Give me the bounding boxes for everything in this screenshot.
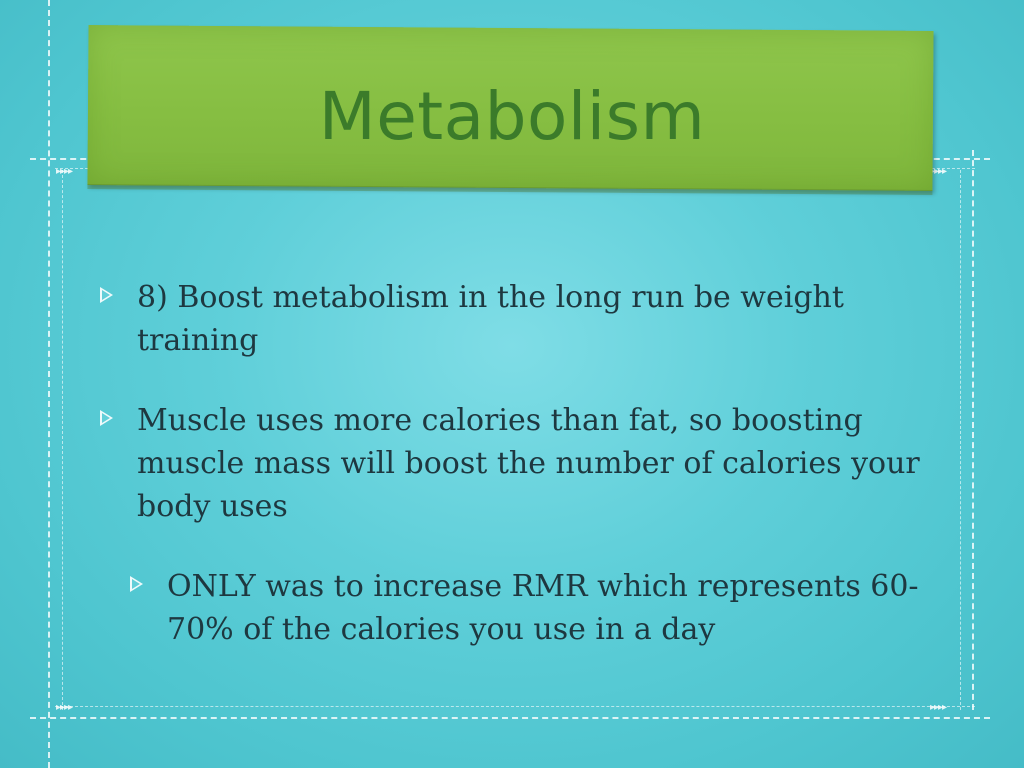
frame-arrows-bottom-left-icon: ▸▸▸▸ — [56, 702, 73, 713]
frame-stitch-left — [48, 0, 50, 768]
bullet-text: ONLY was to increase RMR which represent… — [167, 569, 919, 647]
sub-bullet-item: ONLY was to increase RMR which represent… — [130, 565, 920, 651]
frame-arrows-left-icon: ▸▸▸▸ — [56, 166, 73, 177]
bullet-text: 8) Boost metabolism in the long run be w… — [137, 280, 844, 358]
frame-arrows-bottom-right-icon: ▸▸▸▸ — [930, 702, 947, 713]
hollow-triangle-bullet-icon — [130, 576, 143, 592]
slide-title: Metabolism — [318, 78, 706, 155]
frame-stitch-bottom-inner — [55, 706, 975, 707]
hollow-triangle-bullet-icon — [100, 287, 113, 303]
bullet-text: Muscle uses more calories than fat, so b… — [137, 403, 920, 524]
frame-stitch-right — [972, 150, 974, 710]
bullet-item: 8) Boost metabolism in the long run be w… — [100, 276, 920, 362]
frame-stitch-bottom — [30, 717, 990, 719]
frame-arrows-right-icon: ▸▸▸▸ — [930, 166, 947, 177]
slide-body: 8) Boost metabolism in the long run be w… — [100, 276, 920, 688]
frame-stitch-right-inner — [960, 170, 961, 710]
hollow-triangle-bullet-icon — [100, 410, 113, 426]
bullet-item: Muscle uses more calories than fat, so b… — [100, 399, 920, 528]
frame-stitch-left-inner — [62, 170, 63, 710]
